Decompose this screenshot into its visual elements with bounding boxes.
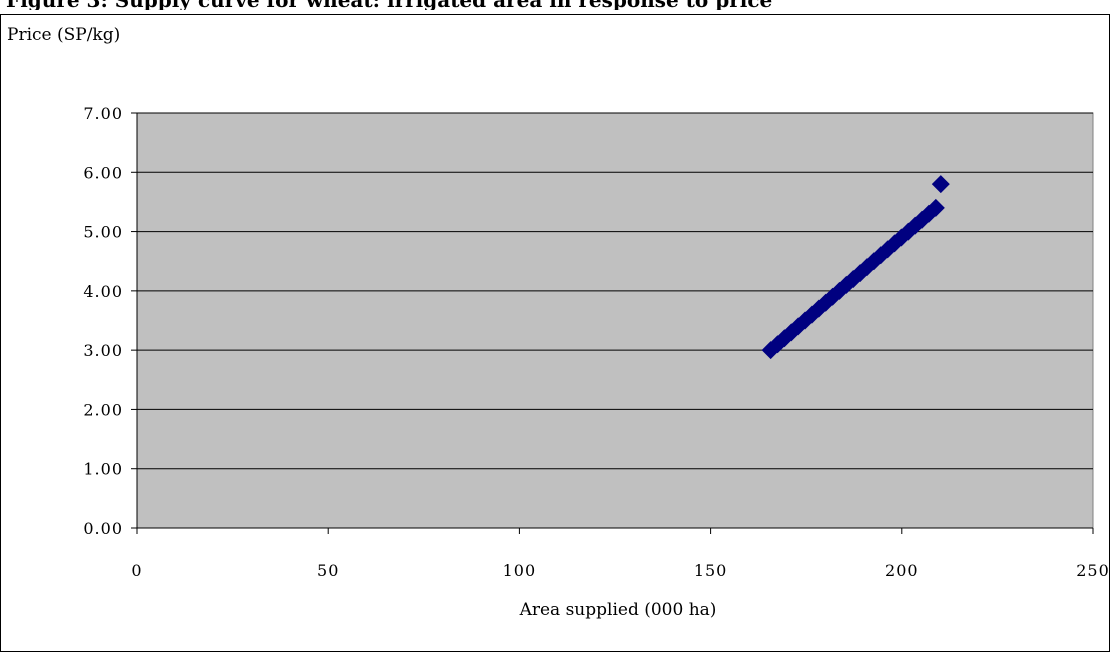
supply-curve-chart: Price (SP/kg) 0.00 1.00 2.00 3.00 4.00 5.00 6.…	[7, 25, 1110, 620]
data-points	[761, 175, 950, 360]
y-tick-labels: 0.00 1.00 2.00 3.00 4.00 5.00 6.00 7.00	[83, 104, 123, 538]
x-tick-label: 0	[131, 561, 142, 580]
y-tick-label: 5.00	[83, 223, 123, 242]
data-point	[851, 264, 870, 283]
y-tick-label: 6.00	[83, 163, 123, 182]
gridlines	[137, 112, 1093, 470]
y-tick-label: 7.00	[83, 104, 123, 123]
axes	[131, 112, 1094, 534]
x-tick-label: 250	[1076, 561, 1110, 580]
y-tick-label: 2.00	[83, 400, 123, 419]
y-tick-label: 3.00	[83, 341, 123, 360]
plot-area	[136, 112, 1094, 529]
y-tick-label: 1.00	[83, 460, 123, 479]
y-axis-label: Price (SP/kg)	[7, 25, 120, 45]
data-point	[926, 198, 945, 217]
y-tick-label: 4.00	[83, 282, 123, 301]
y-tick-label: 0.00	[83, 519, 123, 538]
x-tick-label: 50	[317, 561, 339, 580]
data-point	[931, 175, 950, 194]
x-axis-label: Area supplied (000 ha)	[519, 600, 717, 620]
x-tick-labels: 0 50 100 150 200 250	[131, 561, 1110, 580]
chart-frame: Price (SP/kg) 0.00 1.00 2.00 3.00 4.00 5.00 6.…	[0, 14, 1110, 652]
x-tick-label: 200	[885, 561, 919, 580]
x-tick-label: 150	[694, 561, 728, 580]
x-tick-label: 100	[503, 561, 537, 580]
chart-title: Figure 3: Supply curve for wheat: irriga…	[6, 0, 1106, 10]
